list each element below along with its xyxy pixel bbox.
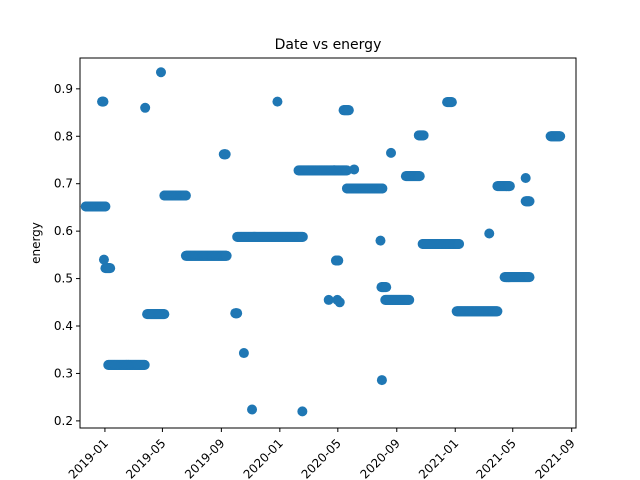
data-point xyxy=(524,196,535,207)
data-point xyxy=(343,105,354,116)
data-point xyxy=(454,238,465,249)
data-point xyxy=(98,254,109,265)
data-point xyxy=(155,67,166,78)
data-point xyxy=(484,228,495,239)
data-point xyxy=(140,102,151,113)
data-point xyxy=(100,201,111,212)
data-point xyxy=(446,97,457,108)
plot-frame xyxy=(79,57,577,429)
data-point xyxy=(377,183,388,194)
data-point xyxy=(334,297,345,308)
data-point xyxy=(139,359,150,370)
data-point xyxy=(159,309,170,320)
data-point xyxy=(520,173,531,184)
data-point xyxy=(375,235,386,246)
data-point xyxy=(404,294,415,305)
data-point xyxy=(555,131,566,142)
y-axis-label: energy xyxy=(29,222,43,264)
data-point xyxy=(297,231,308,242)
data-points xyxy=(80,67,566,417)
data-point xyxy=(414,171,425,182)
y-tick-label: 0.5 xyxy=(54,272,73,286)
data-point xyxy=(272,96,283,107)
data-point xyxy=(297,406,308,417)
data-point xyxy=(418,130,429,141)
data-point xyxy=(98,96,109,107)
y-tick-label: 0.9 xyxy=(54,82,73,96)
data-point xyxy=(386,147,397,158)
data-point xyxy=(349,164,360,175)
data-point xyxy=(504,181,515,192)
y-axis: 0.2 0.3 0.4 0.5 0.6 0.7 0.8 0.9 xyxy=(54,82,80,428)
data-point xyxy=(221,250,232,261)
data-point xyxy=(247,404,258,415)
data-point xyxy=(238,348,249,359)
chart-title: Date vs energy xyxy=(275,37,382,53)
data-point xyxy=(220,149,231,160)
data-point xyxy=(333,255,344,266)
data-point xyxy=(524,272,535,283)
y-tick-label: 0.8 xyxy=(54,129,73,143)
data-point xyxy=(376,375,387,386)
y-tick-label: 0.4 xyxy=(54,319,73,333)
data-point xyxy=(492,306,503,317)
y-tick-label: 0.3 xyxy=(54,366,73,380)
data-point xyxy=(105,263,116,274)
data-point xyxy=(232,308,243,319)
y-tick-label: 0.2 xyxy=(54,414,73,428)
y-tick-label: 0.7 xyxy=(54,177,73,191)
data-point xyxy=(381,282,392,293)
data-point xyxy=(323,294,334,305)
data-point xyxy=(180,190,191,201)
y-tick-label: 0.6 xyxy=(54,224,73,238)
